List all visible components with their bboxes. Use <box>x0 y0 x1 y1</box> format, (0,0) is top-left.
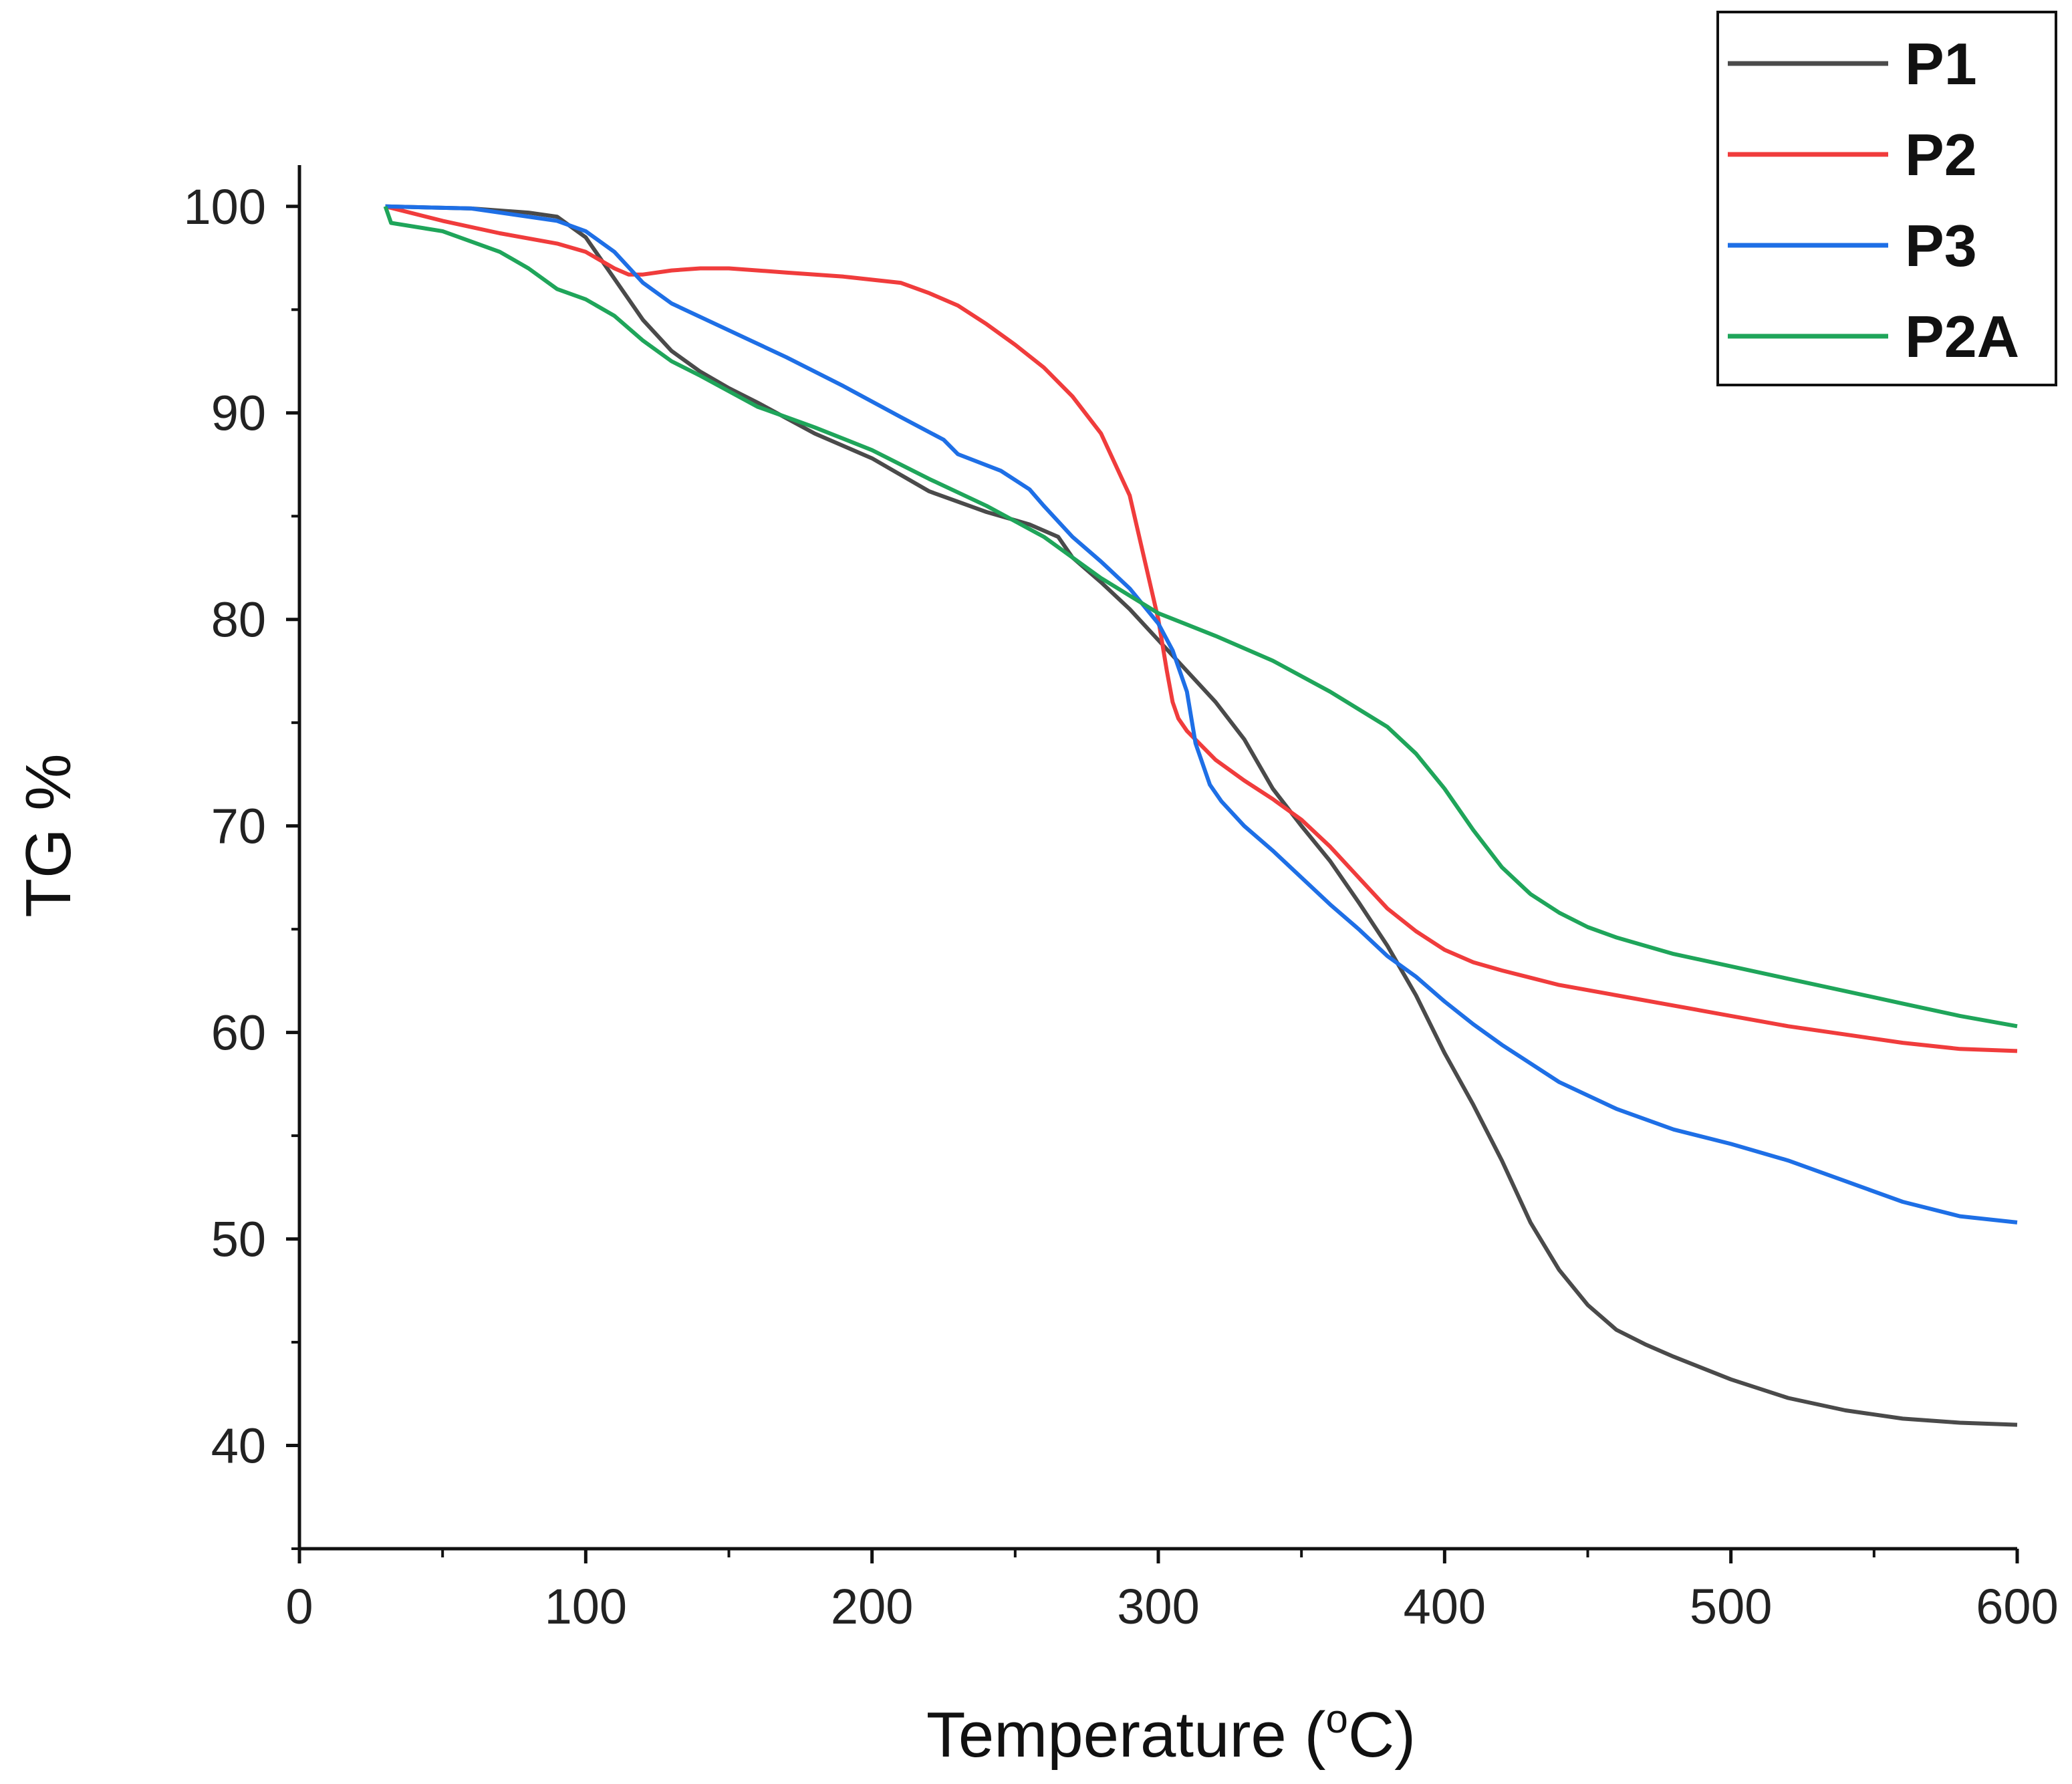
x-axis-title-sup: o <box>1325 1696 1347 1741</box>
series-lines <box>383 204 2018 1427</box>
y-tick-label: 50 <box>211 1212 266 1267</box>
y-tick-label: 100 <box>184 179 266 235</box>
y-tick-label: 40 <box>211 1418 266 1474</box>
legend-label-p1: P1 <box>1905 31 1977 97</box>
legend: P1 P2 P3 P2A <box>1716 11 2057 386</box>
x-axis-title-tail: C) <box>1348 1699 1416 1771</box>
x-ticks: 0 100 200 300 400 500 600 <box>285 1549 2059 1634</box>
x-tick-label: 500 <box>1690 1579 1772 1634</box>
legend-label-p3: P3 <box>1905 213 1977 279</box>
legend-label-p2a: P2A <box>1905 303 2019 370</box>
x-tick-label: 0 <box>285 1579 313 1634</box>
x-tick-label: 600 <box>1976 1579 2058 1634</box>
legend-label-p2: P2 <box>1905 122 1977 188</box>
y-ticks: 40 50 60 70 80 90 100 <box>184 179 299 1550</box>
x-tick-label: 300 <box>1117 1579 1199 1634</box>
y-axis-title: TG % <box>13 753 84 917</box>
y-tick-label: 80 <box>211 592 266 648</box>
x-tick-label: 400 <box>1404 1579 1486 1634</box>
series-line-p2 <box>384 204 2018 1053</box>
series-line-p2a <box>383 205 2018 1029</box>
x-axis-title-main: Temperature ( <box>926 1699 1326 1771</box>
x-tick-label: 100 <box>545 1579 627 1634</box>
series-line-p3 <box>385 204 2018 1225</box>
x-axis-title: Temperature (oC) <box>926 1696 1416 1771</box>
y-tick-label: 70 <box>211 799 266 854</box>
y-tick-label: 60 <box>211 1005 266 1061</box>
series-line-p1 <box>385 204 2018 1427</box>
y-tick-label: 90 <box>211 386 266 441</box>
legend-box <box>1716 11 2057 386</box>
x-tick-label: 200 <box>831 1579 913 1634</box>
